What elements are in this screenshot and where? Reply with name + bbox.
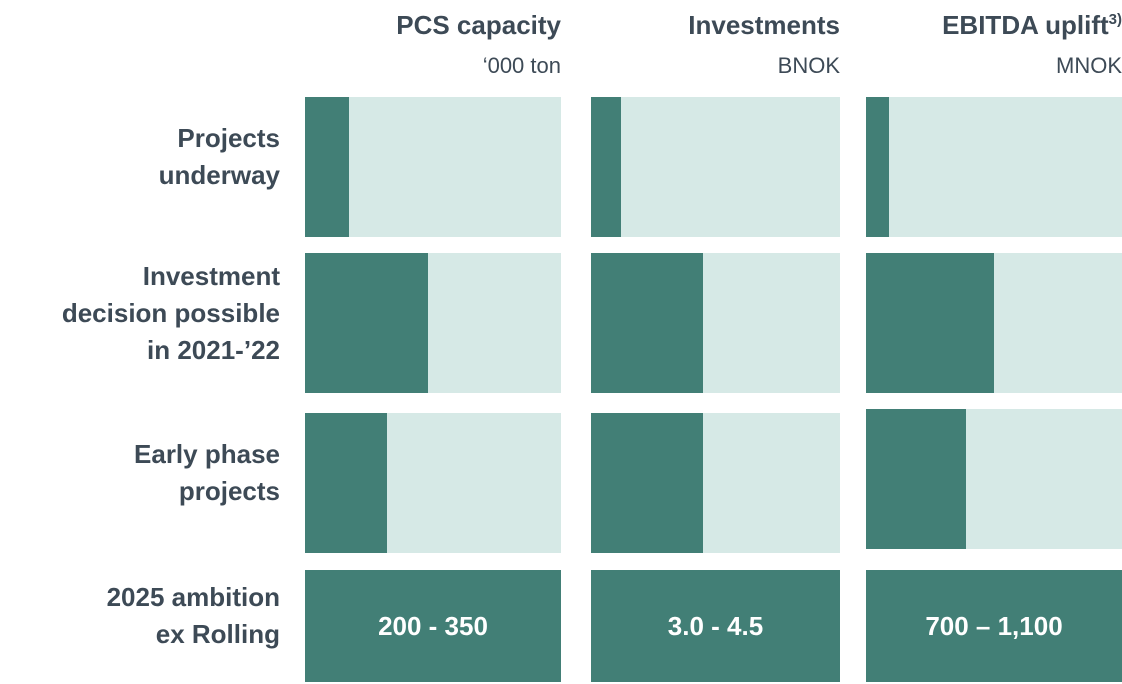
title-text: Investments <box>688 10 840 40</box>
bar <box>305 253 428 393</box>
bar <box>305 97 349 237</box>
row-label: Early phase projects <box>134 439 280 506</box>
bar <box>866 253 994 393</box>
bar <box>866 409 966 549</box>
column-unit: BNOK <box>777 53 840 78</box>
title-text: PCS capacity <box>396 10 561 40</box>
bar-track <box>866 97 1122 237</box>
bar <box>305 413 387 553</box>
title-text: EBITDA uplift <box>942 10 1109 40</box>
column-title: EBITDA uplift3) <box>942 10 1122 41</box>
column-unit: MNOK <box>1056 53 1122 78</box>
column-unit: ‘000 ton <box>482 53 561 78</box>
total-label: 3.0 - 4.5 <box>591 570 840 682</box>
total-label: 700 – 1,100 <box>866 570 1122 682</box>
bar <box>866 97 890 237</box>
bar <box>591 413 704 553</box>
bar <box>591 97 621 237</box>
bar <box>591 253 704 393</box>
total-label: 200 - 350 <box>305 570 561 682</box>
column-title: Investments <box>688 10 840 41</box>
bar-track <box>591 97 840 237</box>
footnote: 3) <box>1108 11 1122 28</box>
row-label: Projects underway <box>158 123 280 190</box>
row-label: Investment decision possible in 2021-’22 <box>61 260 280 365</box>
row-label: 2025 ambition ex Rolling <box>106 582 280 649</box>
column-title: PCS capacity <box>396 10 561 41</box>
